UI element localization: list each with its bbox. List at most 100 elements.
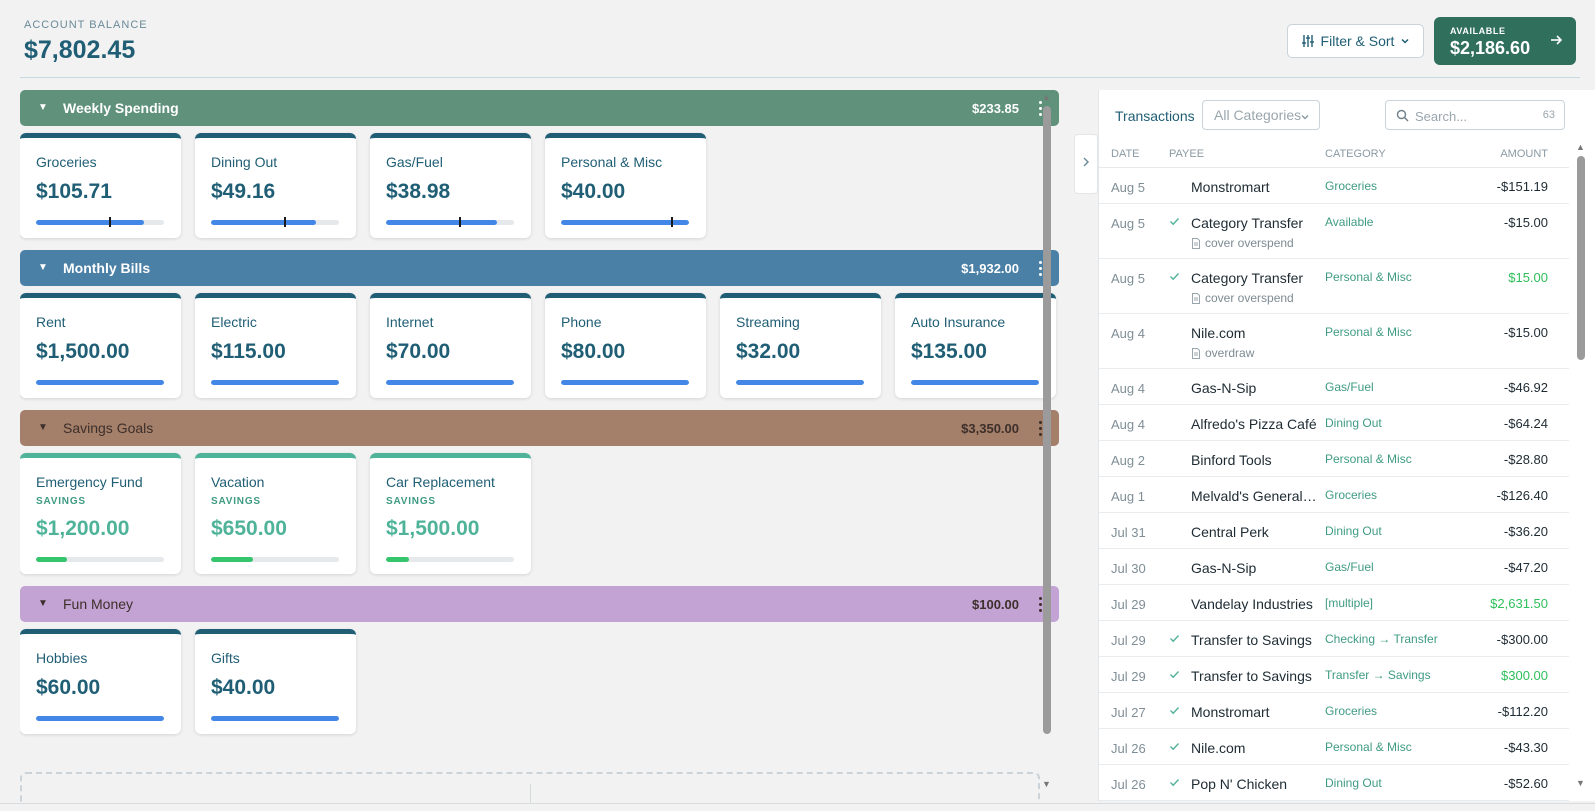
scrollbar-thumb[interactable] xyxy=(1043,106,1051,734)
collapse-triangle-icon[interactable]: ▼ xyxy=(38,102,48,113)
category-card[interactable]: Auto Insurance $135.00 xyxy=(895,293,1056,398)
column-amount[interactable]: AMOUNT xyxy=(1500,148,1548,160)
search-input[interactable] xyxy=(1415,106,1525,126)
transaction-row[interactable]: Jul 26 Nile.com Personal & Misc -$43.30 xyxy=(1099,729,1569,765)
collapse-triangle-icon[interactable]: ▼ xyxy=(38,422,48,433)
transaction-row[interactable]: Aug 4 Nile.com Personal & Misc -$15.00 overd… xyxy=(1099,314,1569,369)
transaction-payee: Vandelay Industries xyxy=(1191,596,1313,612)
checkmark-icon[interactable] xyxy=(1169,667,1180,685)
group-total: $1,932.00 xyxy=(961,261,1019,276)
transaction-category: Personal & Misc xyxy=(1325,740,1412,754)
category-card[interactable]: Internet $70.00 xyxy=(370,293,531,398)
category-card[interactable]: Gifts $40.00 xyxy=(195,629,356,734)
category-card[interactable]: Emergency Fund SAVINGS $1,200.00 xyxy=(20,453,181,574)
category-name: Vacation xyxy=(211,474,265,490)
transaction-category: Personal & Misc xyxy=(1325,452,1412,466)
category-progress-bar xyxy=(211,220,339,225)
transaction-amount: -$112.20 xyxy=(1497,704,1548,719)
transaction-payee: Binford Tools xyxy=(1191,452,1272,468)
scroll-up-icon[interactable]: ▲ xyxy=(1042,92,1051,102)
checkmark-icon[interactable] xyxy=(1169,739,1180,757)
category-card[interactable]: Vacation SAVINGS $650.00 xyxy=(195,453,356,574)
bottom-divider xyxy=(0,803,1595,804)
account-balance-value: $7,802.45 xyxy=(24,36,136,64)
transaction-amount: -$52.60 xyxy=(1503,776,1548,791)
category-progress-bar xyxy=(36,220,164,225)
available-button[interactable]: AVAILABLE $2,186.60 xyxy=(1434,17,1576,65)
transaction-row[interactable]: Aug 4 Alfredo's Pizza Café Dining Out -$64.… xyxy=(1099,405,1569,441)
category-filter-select[interactable]: All Categories xyxy=(1202,100,1320,130)
category-card[interactable]: Phone $80.00 xyxy=(545,293,706,398)
scroll-down-icon[interactable]: ▼ xyxy=(1042,779,1051,789)
transaction-date: Aug 1 xyxy=(1111,489,1145,504)
category-card[interactable]: Hobbies $60.00 xyxy=(20,629,181,734)
note-icon xyxy=(1192,347,1200,359)
category-card[interactable]: Car Replacement SAVINGS $1,500.00 xyxy=(370,453,531,574)
checkmark-icon[interactable] xyxy=(1169,269,1180,287)
group-header[interactable]: ▼ Monthly Bills $1,932.00 xyxy=(20,250,1059,286)
checkmark-icon[interactable] xyxy=(1169,703,1180,721)
category-amount: $135.00 xyxy=(911,340,987,363)
scroll-down-icon[interactable]: ▼ xyxy=(1576,778,1585,788)
category-amount: $650.00 xyxy=(211,517,287,540)
transaction-date: Jul 29 xyxy=(1111,597,1146,612)
group-header[interactable]: ▼ Weekly Spending $233.85 xyxy=(20,90,1059,126)
filter-sort-button[interactable]: Filter & Sort xyxy=(1287,24,1424,58)
more-options-icon[interactable] xyxy=(1033,593,1047,615)
transaction-payee: Nile.com xyxy=(1191,325,1246,341)
group-header[interactable]: ▼ Savings Goals $3,350.00 xyxy=(20,410,1059,446)
category-card[interactable]: Electric $115.00 xyxy=(195,293,356,398)
transaction-row[interactable]: Jul 26 Pop N' Chicken Dining Out -$52.60 xyxy=(1099,765,1569,801)
add-group-dropzone[interactable] xyxy=(20,772,1040,804)
transaction-payee: Gas-N-Sip xyxy=(1191,560,1257,576)
transaction-date: Jul 29 xyxy=(1111,669,1146,684)
transaction-row[interactable]: Jul 31 Central Perk Dining Out -$36.20 xyxy=(1099,513,1569,549)
transaction-row[interactable]: Jul 27 Monstromart Groceries -$112.20 xyxy=(1099,693,1569,729)
checkmark-icon[interactable] xyxy=(1169,214,1180,232)
transactions-scrollbar[interactable]: ▲ ▼ xyxy=(1576,142,1586,802)
category-card[interactable]: Gas/Fuel $38.98 xyxy=(370,133,531,238)
transaction-row[interactable]: Aug 4 Gas-N-Sip Gas/Fuel -$46.92 xyxy=(1099,369,1569,405)
category-card[interactable]: Personal & Misc $40.00 xyxy=(545,133,706,238)
group-header[interactable]: ▼ Fun Money $100.00 xyxy=(20,586,1059,622)
transaction-row[interactable]: Aug 5 Monstromart Groceries -$151.19 xyxy=(1099,168,1569,204)
memo-text: overdraw xyxy=(1205,346,1255,360)
scrollbar-thumb[interactable] xyxy=(1577,156,1585,360)
collapse-triangle-icon[interactable]: ▼ xyxy=(38,598,48,609)
transaction-row[interactable]: Jul 29 Vandelay Industries [multiple] $2,63… xyxy=(1099,585,1569,621)
transaction-row[interactable]: Aug 5 Category Transfer Personal & Misc $15… xyxy=(1099,259,1569,314)
transaction-memo: cover overspend xyxy=(1191,291,1294,305)
scroll-up-icon[interactable]: ▲ xyxy=(1576,142,1585,152)
budget-scrollbar[interactable]: ▲ ▼ xyxy=(1042,92,1052,792)
more-options-icon[interactable] xyxy=(1033,417,1047,439)
transactions-panel: Transactions All Categories 63 DATE PAYE… xyxy=(1098,90,1595,801)
category-card[interactable]: Dining Out $49.16 xyxy=(195,133,356,238)
transaction-row[interactable]: Aug 1 Melvald's General S... Groceries -$12… xyxy=(1099,477,1569,513)
checkmark-icon[interactable] xyxy=(1169,631,1180,649)
transaction-row[interactable]: Aug 2 Binford Tools Personal & Misc -$28.80 xyxy=(1099,441,1569,477)
transaction-category: [multiple] xyxy=(1325,596,1374,610)
transaction-row[interactable]: Jul 30 Gas-N-Sip Gas/Fuel -$47.20 xyxy=(1099,549,1569,585)
transaction-row[interactable]: Jul 29 Transfer to Savings Transfer → Savi… xyxy=(1099,657,1569,693)
transaction-amount: -$126.40 xyxy=(1496,488,1548,503)
category-card[interactable]: Groceries $105.71 xyxy=(20,133,181,238)
transaction-category: Groceries xyxy=(1325,488,1378,502)
progress-fill xyxy=(211,716,339,721)
panel-toggle-button[interactable] xyxy=(1074,134,1098,194)
collapse-triangle-icon[interactable]: ▼ xyxy=(38,262,48,273)
transaction-row[interactable]: Jul 29 Transfer to Savings Checking → Tran… xyxy=(1099,621,1569,657)
category-subtitle: SAVINGS xyxy=(386,496,436,507)
transaction-payee: Monstromart xyxy=(1191,179,1270,195)
transaction-row[interactable]: Aug 5 Category Transfer Available -$15.00 co… xyxy=(1099,204,1569,259)
checkmark-icon[interactable] xyxy=(1169,775,1180,793)
category-card[interactable]: Rent $1,500.00 xyxy=(20,293,181,398)
more-options-icon[interactable] xyxy=(1033,257,1047,279)
column-payee[interactable]: PAYEE xyxy=(1169,148,1205,160)
column-category[interactable]: CATEGORY xyxy=(1325,148,1386,160)
transaction-category: Personal & Misc xyxy=(1325,325,1412,339)
category-card[interactable]: Streaming $32.00 xyxy=(720,293,881,398)
more-options-icon[interactable] xyxy=(1033,97,1047,119)
category-amount: $60.00 xyxy=(36,676,101,699)
search-field[interactable]: 63 xyxy=(1385,100,1565,130)
column-date[interactable]: DATE xyxy=(1111,148,1140,160)
